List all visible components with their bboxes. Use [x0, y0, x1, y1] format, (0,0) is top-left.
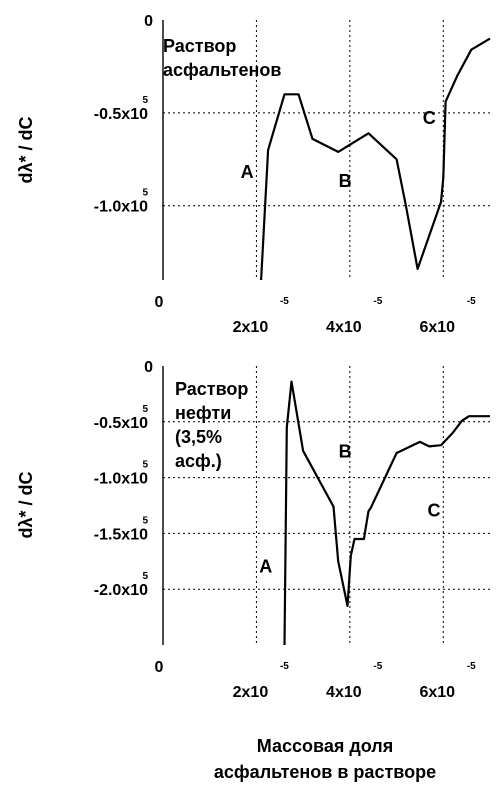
region-label-c: C: [427, 501, 440, 521]
y-tick-exponent: 5: [142, 571, 148, 582]
y-tick-exponent: 5: [142, 188, 148, 199]
y-tick-label: 0: [144, 13, 153, 30]
x-tick-label: 4x10: [326, 319, 362, 336]
y-axis-title: dλ* / dC: [16, 116, 36, 183]
y-tick-label: -0.5x10: [94, 106, 148, 123]
region-label-b: B: [339, 171, 352, 191]
y-tick-label: 0: [144, 359, 153, 376]
bottom-chart: 0-0.5x105-1.0x105-1.5x105-2.0x10502x10-5…: [16, 359, 490, 701]
x-tick-label: 0: [155, 294, 164, 311]
x-axis-title-line-1: Массовая доля: [257, 736, 394, 756]
y-tick-label: -1.5x10: [94, 526, 148, 543]
x-tick-exponent: -5: [373, 661, 382, 672]
top-chart: 0-0.5x105-1.0x10502x10-54x10-56x10-5dλ* …: [16, 13, 491, 336]
x-tick-exponent: -5: [280, 296, 289, 307]
x-tick-label: 6x10: [419, 319, 455, 336]
x-tick-label: 2x10: [233, 319, 269, 336]
x-tick-label: 4x10: [326, 684, 362, 701]
panel-legend-line: асфальтенов: [163, 60, 281, 80]
x-tick-exponent: -5: [373, 296, 382, 307]
region-label-b: B: [339, 442, 352, 462]
region-label-a: A: [259, 556, 272, 576]
panel-legend-line: Раствор: [163, 36, 236, 56]
x-tick-exponent: -5: [467, 296, 476, 307]
y-tick-label: -1.0x10: [94, 199, 148, 216]
x-tick-label: 2x10: [233, 684, 269, 701]
y-tick-label: -0.5x10: [94, 415, 148, 432]
panel-legend-line: асф.): [175, 451, 222, 471]
y-tick-label: -1.0x10: [94, 471, 148, 488]
x-tick-exponent: -5: [467, 661, 476, 672]
region-label-c: C: [423, 108, 436, 128]
x-tick-label: 6x10: [419, 684, 455, 701]
y-tick-exponent: 5: [142, 460, 148, 471]
y-tick-label: -2.0x10: [94, 582, 148, 599]
region-label-a: A: [241, 162, 254, 182]
y-tick-exponent: 5: [142, 515, 148, 526]
x-axis-title-line-2: асфальтенов в растворе: [214, 762, 436, 782]
x-tick-exponent: -5: [280, 661, 289, 672]
y-axis-title: dλ* / dC: [16, 471, 36, 538]
panel-legend-line: нефти: [175, 403, 231, 423]
x-tick-label: 0: [155, 659, 164, 676]
series-line: [283, 380, 490, 646]
y-tick-exponent: 5: [142, 404, 148, 415]
panel-legend-line: (3,5%: [175, 427, 222, 447]
panel-legend-line: Раствор: [175, 379, 248, 399]
y-tick-exponent: 5: [142, 95, 148, 106]
series-line: [260, 37, 491, 281]
